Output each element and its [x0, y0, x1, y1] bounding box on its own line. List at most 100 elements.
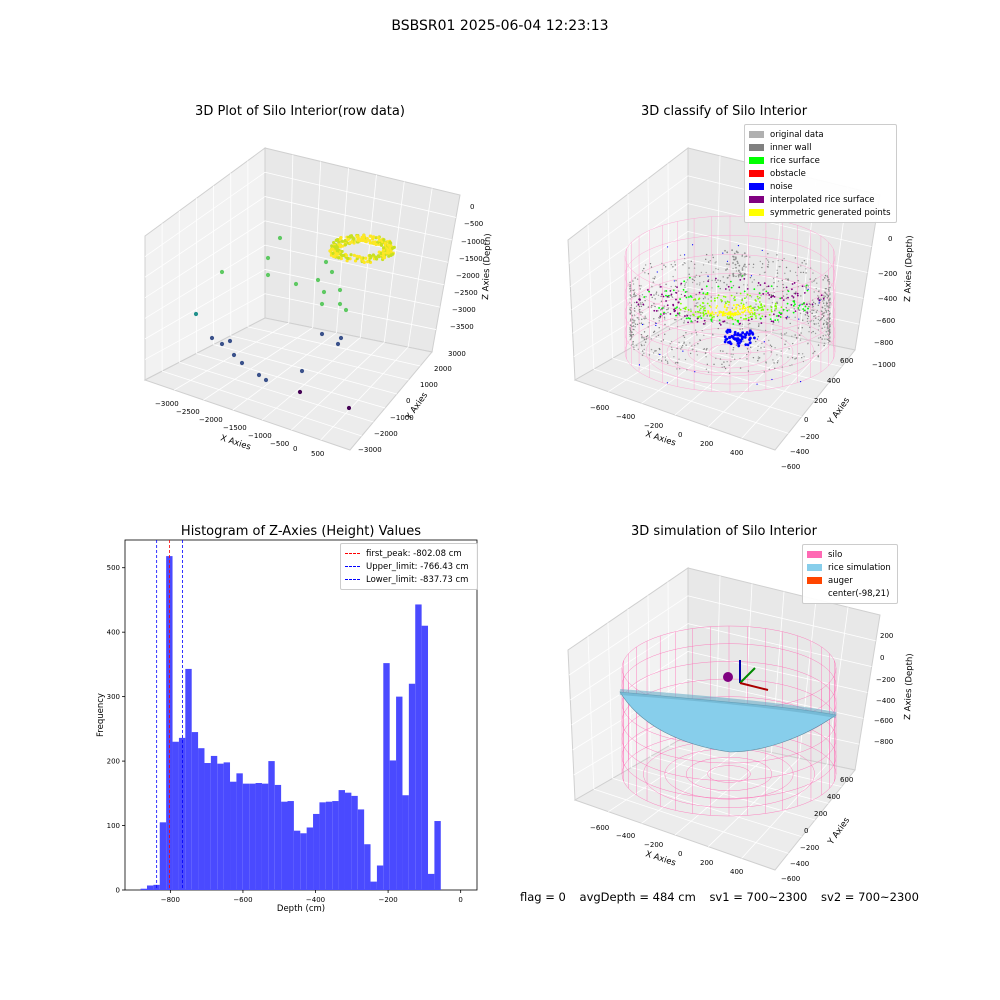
p4-ytick: 0 [804, 827, 808, 835]
classified-point [809, 303, 811, 306]
classified-point [641, 311, 644, 314]
histogram-bar [287, 801, 294, 890]
classified-point [766, 308, 769, 311]
classified-point [678, 307, 681, 309]
classified-point [632, 340, 634, 343]
classified-point [812, 272, 814, 274]
scatter-point [362, 233, 366, 237]
y-tick-label: 200 [107, 758, 120, 766]
classified-point [827, 324, 829, 326]
classified-point [822, 335, 824, 337]
classified-point [747, 309, 749, 311]
classified-point [652, 277, 654, 279]
classified-point [815, 323, 817, 325]
classified-point [829, 302, 831, 304]
classified-point [730, 286, 733, 289]
classified-point [652, 352, 655, 354]
scatter-point [265, 272, 271, 278]
classified-point [674, 269, 677, 271]
histogram-bar [236, 773, 243, 890]
classified-point [704, 305, 706, 307]
classified-point [643, 348, 645, 351]
scatter-point [340, 249, 344, 254]
classified-point [664, 356, 666, 358]
classified-point [659, 315, 662, 318]
p4-ylabel: Y Axies [826, 815, 853, 847]
classified-point [699, 282, 701, 284]
classified-point [704, 352, 707, 354]
classified-point [767, 259, 769, 261]
classified-point [797, 266, 800, 269]
scatter-point [348, 234, 353, 238]
classified-point [805, 288, 808, 290]
classified-point [760, 309, 763, 312]
classified-point [828, 317, 831, 320]
classified-point [769, 318, 772, 321]
histogram-bar [357, 809, 365, 890]
panel2-title: 3D classify of Silo Interior [640, 104, 808, 119]
classified-point [659, 285, 662, 288]
classified-point [739, 313, 742, 315]
classified-point [632, 283, 635, 285]
classified-point [713, 297, 716, 300]
classified-point [732, 275, 735, 278]
classified-point [678, 312, 681, 315]
classified-point [825, 309, 827, 312]
p1-ztick: −1500 [459, 255, 483, 263]
classified-point [737, 311, 740, 314]
classified-point [752, 356, 755, 359]
classified-point [722, 314, 725, 316]
p4-ztick: 0 [880, 654, 884, 662]
classified-point [630, 334, 633, 337]
classified-point [644, 318, 646, 320]
classified-point [767, 285, 770, 288]
classified-point [677, 362, 679, 364]
grid-line [407, 188, 433, 348]
scatter-point [377, 238, 382, 242]
histogram-bar [223, 762, 231, 890]
classified-point [722, 276, 724, 278]
classified-point [663, 316, 666, 318]
classified-point [647, 306, 650, 308]
classified-point [782, 286, 785, 289]
classified-point [736, 251, 739, 254]
classified-point [726, 260, 729, 262]
classified-point [715, 307, 718, 309]
classified-point [781, 259, 784, 262]
grid-line [144, 244, 266, 319]
classified-point [741, 267, 744, 269]
classified-point [673, 261, 676, 263]
classified-point [651, 286, 653, 288]
classified-point [827, 314, 829, 316]
classified-point [658, 320, 660, 322]
scatter-point [263, 377, 269, 383]
classified-point [748, 341, 752, 345]
p4-xtick: 200 [700, 859, 713, 867]
classified-point [782, 295, 785, 297]
classified-point [690, 260, 692, 263]
classified-point [694, 298, 697, 301]
classified-point [812, 320, 815, 322]
classified-point [684, 291, 687, 293]
classified-point [629, 285, 631, 287]
classified-point [817, 322, 820, 325]
histogram-bar [281, 801, 288, 890]
p2-xtick: 0 [678, 431, 682, 439]
legend-swatch [807, 551, 822, 558]
scatter-point [376, 254, 381, 258]
classified-point [826, 304, 828, 307]
scatter-point [299, 368, 305, 374]
classified-point [657, 294, 660, 296]
classified-point [688, 276, 691, 279]
classified-point [663, 307, 665, 309]
classified-point [747, 370, 750, 372]
classified-point [713, 363, 715, 366]
classified-point [705, 356, 707, 358]
hist-bars [140, 556, 441, 890]
classified-point [643, 338, 646, 341]
classified-point [691, 244, 694, 246]
classified-point [811, 312, 813, 315]
classified-point [774, 347, 776, 349]
classified-point [711, 311, 714, 314]
scatter-point [332, 245, 337, 249]
